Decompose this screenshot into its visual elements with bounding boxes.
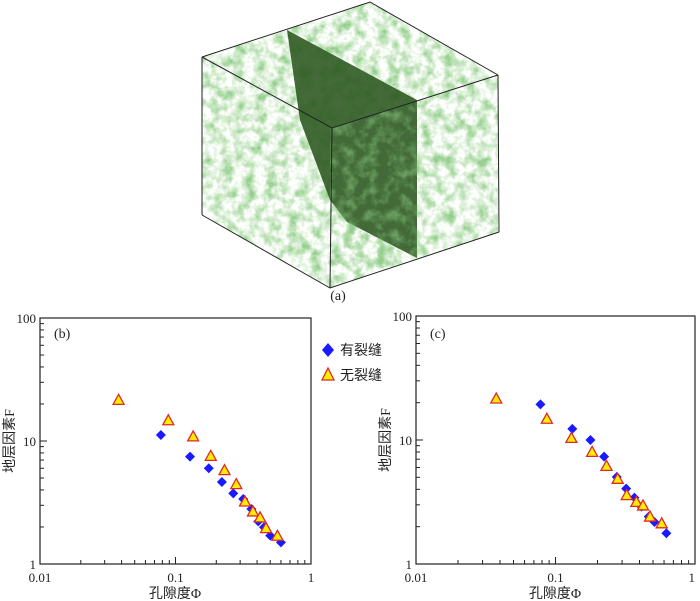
data-point-unfractured (599, 459, 614, 472)
y-axis-title: 地层因素F (378, 408, 394, 472)
legend-diamond-marker (322, 343, 334, 357)
data-point-unfractured (585, 445, 599, 458)
data-point-unfractured (217, 463, 232, 476)
data-point-unfractured (643, 509, 657, 522)
data-point-fractured (585, 435, 596, 445)
y-tick-label: 1 (406, 557, 413, 572)
x-tick-label: 0.1 (547, 570, 563, 585)
y-axis-title: 地层因素F (2, 409, 18, 473)
data-point-unfractured (489, 391, 503, 404)
panel-label-c: (c) (430, 327, 446, 342)
data-point-unfractured (259, 521, 273, 534)
data-point-unfractured (655, 516, 669, 529)
data-points (111, 393, 286, 548)
chart-c: (c) 0.01 0.1 1 1 10 100 孔隙度Φ 地层因素F (378, 309, 696, 601)
data-point-unfractured (564, 431, 578, 444)
x-axis-title: 孔隙度Φ (529, 586, 581, 601)
data-point-unfractured (246, 504, 260, 517)
plot-frame (39, 317, 312, 565)
data-point-unfractured (161, 413, 175, 426)
plot-frame (415, 315, 696, 565)
data-point-unfractured (620, 488, 634, 501)
legend: 有裂缝 无裂缝 (320, 343, 382, 384)
y-tick-label: 1 (30, 557, 37, 572)
legend-label-unfractured: 无裂缝 (340, 368, 382, 384)
data-point-unfractured (204, 449, 218, 462)
legend-triangle-marker (320, 366, 336, 381)
y-tick-label: 10 (23, 434, 36, 449)
x-tick-label: 0.1 (167, 570, 183, 585)
data-points (489, 391, 672, 539)
data-point-unfractured (253, 510, 267, 523)
data-point-fractured (599, 451, 610, 462)
data-point-fractured (228, 488, 239, 499)
data-point-fractured (567, 423, 578, 434)
data-point-fractured (216, 477, 227, 488)
x-tick-label: 0.01 (405, 570, 428, 585)
y-tick-label: 10 (399, 433, 412, 448)
chart-b: (b) 0.01 0.1 1 1 10 100 孔隙度Φ 地层因素F (2, 311, 314, 601)
data-point-unfractured (270, 528, 285, 541)
y-tick-label: 100 (17, 311, 37, 326)
data-point-unfractured (636, 498, 650, 511)
data-point-unfractured (186, 429, 200, 442)
data-point-fractured (155, 429, 166, 440)
axis-ticks (39, 323, 306, 565)
x-axis-title: 孔隙度Φ (149, 586, 201, 601)
y-tick-label: 100 (393, 309, 413, 324)
legend-label-fractured: 有裂缝 (340, 343, 382, 359)
data-point-unfractured (540, 411, 554, 424)
data-point-fractured (185, 451, 196, 462)
panel-a-caption: (a) (330, 289, 346, 304)
axis-ticks (415, 321, 690, 565)
x-tick-label: 1 (308, 570, 315, 585)
rock-cube-render (201, 1, 500, 289)
data-point-fractured (203, 463, 214, 474)
x-tick-label: 0.01 (29, 570, 52, 585)
data-point-fractured (535, 399, 546, 410)
data-point-unfractured (611, 471, 625, 484)
data-point-unfractured (238, 494, 252, 507)
panel-label-b: (b) (54, 327, 71, 342)
data-point-unfractured (629, 495, 643, 508)
data-point-unfractured (111, 393, 126, 406)
data-point-fractured (661, 528, 672, 539)
data-point-fractured (621, 483, 632, 494)
data-point-unfractured (229, 477, 243, 490)
cube-edges (201, 1, 500, 289)
x-tick-label: 1 (689, 570, 696, 585)
